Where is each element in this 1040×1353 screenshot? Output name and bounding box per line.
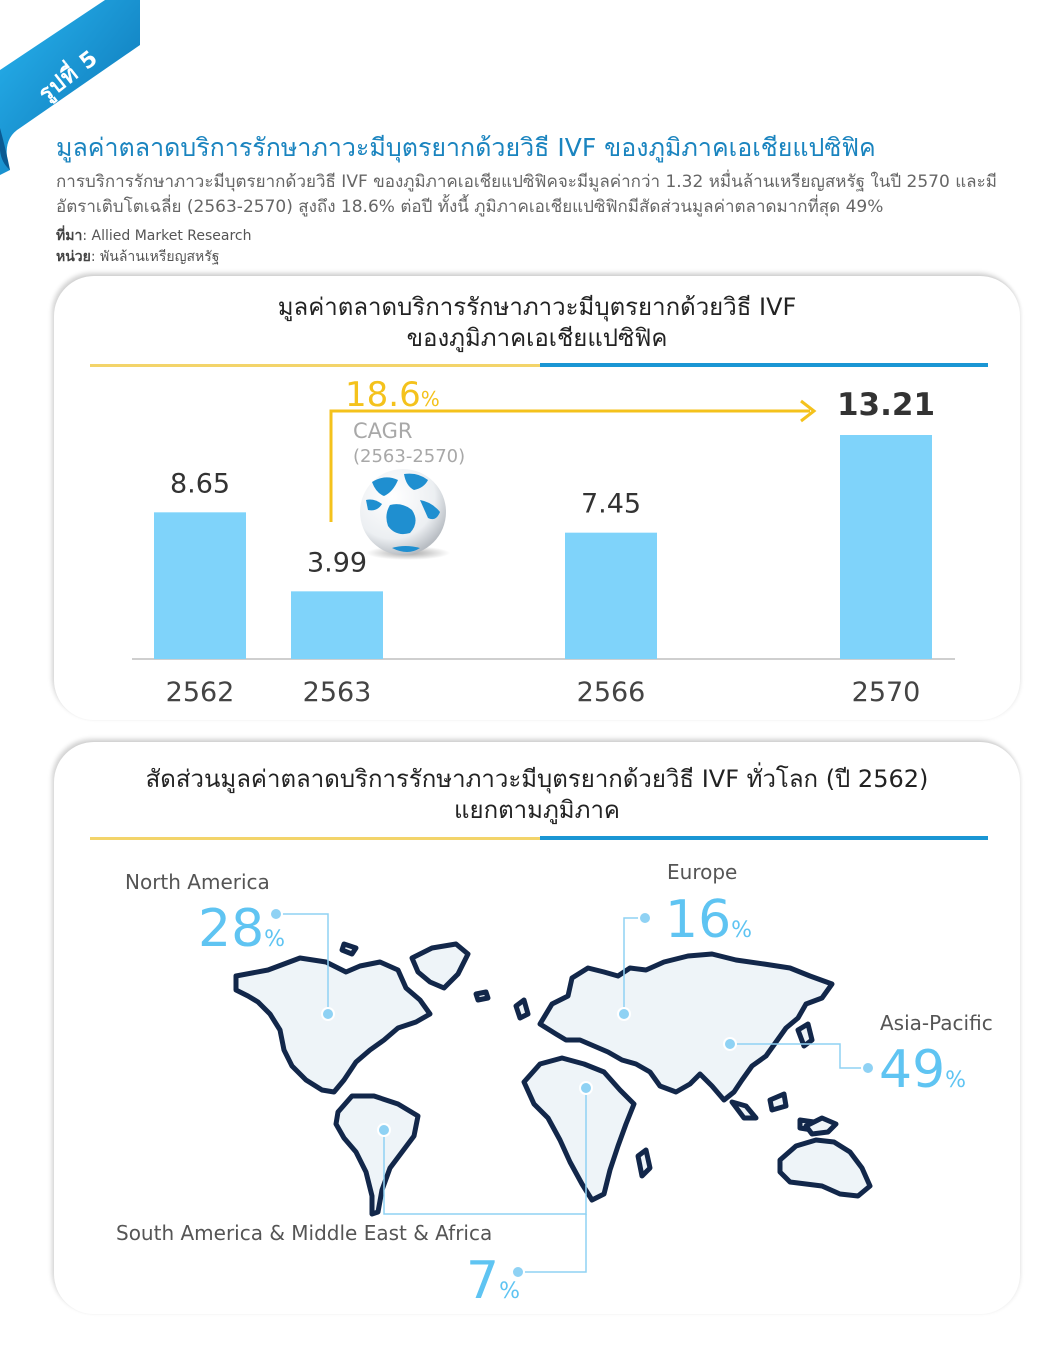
bar-2563 [291, 591, 383, 659]
australia-shape [777, 1137, 873, 1199]
unit-value: : พันล้านเหรียญสหรัฐ [90, 249, 220, 265]
bar-chart-title: มูลค่าตลาดบริการรักษาภาวะมีบุตรยากด้วยวิ… [54, 292, 1020, 354]
new-guinea-shape [803, 1115, 839, 1137]
south-america-shape [333, 1093, 421, 1217]
sa-share: 7% [466, 1251, 520, 1311]
na-leader [276, 913, 329, 1014]
madagascar-shape [635, 1147, 653, 1179]
category-label-2570: 2570 [852, 677, 921, 708]
sa-map-dot [377, 1123, 391, 1137]
figure-description: การบริการรักษาภาวะมีบุตรยากด้วยวิธี IVF … [56, 172, 997, 217]
value-label-2566: 7.45 [581, 489, 641, 520]
map-rule-blue [540, 836, 988, 840]
uk-shape [513, 997, 531, 1021]
islands-1 [729, 1099, 759, 1121]
eu-marker [638, 911, 652, 925]
eu-name: Europe [667, 860, 737, 884]
category-label-2563: 2563 [303, 677, 372, 708]
title-rule-blue [540, 363, 988, 367]
cagr-arrow [329, 409, 810, 522]
globe-icon [360, 469, 450, 560]
islands-2 [767, 1091, 789, 1113]
ap-map-dot [723, 1037, 737, 1051]
bar-2566 [565, 532, 657, 659]
na-name: North America [125, 870, 270, 894]
greenland-shape [409, 941, 471, 991]
figure-title: มูลค่าตลาดบริการรักษาภาวะมีบุตรยากด้วยวิ… [56, 133, 876, 162]
sa-marker [511, 1265, 525, 1279]
bar-2562 [154, 512, 246, 659]
ap-name: Asia-Pacific [880, 1011, 993, 1035]
sa-name: South America & Middle East & Africa [116, 1221, 492, 1245]
unit-line: หน่วย: พันล้านเหรียญสหรัฐ [56, 246, 220, 268]
ap-leader [730, 1043, 868, 1069]
na-share: 28% [198, 899, 285, 959]
map-title-line2: แยกตามภูมิภาค [454, 796, 620, 824]
na-map-dot [321, 1007, 335, 1021]
af-map-dot [579, 1081, 593, 1095]
arctic-island-shape [339, 941, 359, 957]
source-value: : Allied Market Research [82, 228, 252, 244]
category-label-2566: 2566 [577, 677, 646, 708]
ap-marker [861, 1061, 875, 1075]
japan-shape [795, 1021, 815, 1049]
source-label: ที่มา [56, 228, 83, 244]
map-title: สัดส่วนมูลค่าตลาดบริการรักษาภาวะมีบุตรยา… [54, 764, 1020, 826]
figure-badge [0, 0, 140, 175]
bar-chart-title-line2: ของภูมิภาคเอเชียแปซิฟิค [406, 324, 668, 352]
sa-leader [383, 1088, 587, 1215]
ap-share: 49% [879, 1040, 966, 1100]
bar-chart-title-line1: มูลค่าตลาดบริการรักษาภาวะมีบุตรยากด้วยวิ… [277, 293, 797, 321]
map-panel: สัดส่วนมูลค่าตลาดบริการรักษาภาวะมีบุตรยา… [54, 742, 1020, 1314]
cagr-arrow-head [800, 399, 817, 423]
map-rule-yellow [90, 837, 540, 840]
north-america-shape [233, 955, 433, 1095]
sa-leader-2 [518, 1214, 587, 1273]
na-marker [269, 907, 283, 921]
eurasia-shape [537, 951, 835, 1103]
cagr-value: 18.6% [345, 375, 440, 415]
title-rule-yellow [90, 364, 540, 367]
cagr-period: (2563-2570) [353, 446, 465, 467]
value-label-2563: 3.99 [307, 547, 367, 578]
map-title-line1: สัดส่วนมูลค่าตลาดบริการรักษาภาวะมีบุตรยา… [145, 765, 929, 793]
value-label-2570: 13.21 [837, 387, 935, 423]
source-line: ที่มา: Allied Market Research [56, 225, 251, 247]
category-label-2562: 2562 [166, 677, 235, 708]
eu-share: 16% [665, 890, 752, 950]
value-label-2562: 8.65 [170, 468, 230, 499]
africa-shape [521, 1055, 637, 1203]
eu-map-dot [617, 1007, 631, 1021]
unit-label: หน่วย [56, 249, 91, 265]
cagr-label: CAGR [353, 419, 413, 443]
iceland-shape [473, 989, 491, 1003]
bar-2570 [840, 435, 932, 659]
